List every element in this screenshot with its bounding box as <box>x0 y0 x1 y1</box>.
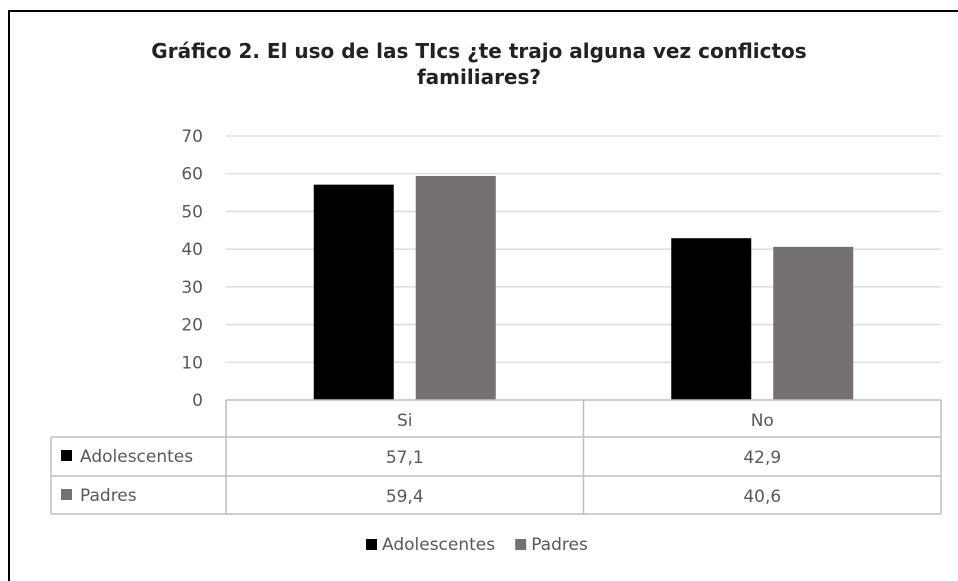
y-axis: 0 10 20 30 40 50 60 70 <box>181 127 203 411</box>
data-value-label: 59,4 <box>386 487 424 507</box>
y-tick-label: 10 <box>181 353 203 373</box>
bar <box>313 184 394 400</box>
series-key-swatch <box>61 450 72 461</box>
legend-swatch <box>366 539 377 550</box>
series-row-label: Adolescentes <box>80 447 193 467</box>
data-value-label: 40,6 <box>743 487 781 507</box>
y-tick-label: 0 <box>192 391 203 411</box>
chart-title-line-2: familiares? <box>416 65 542 89</box>
legend: Adolescentes Padres <box>366 535 588 555</box>
chart-title-line-1: Gráfico 2. El uso de las TIcs ¿te trajo … <box>151 39 807 63</box>
legend-label: Adolescentes <box>382 535 495 555</box>
bar <box>671 238 752 400</box>
y-tick-label: 40 <box>181 240 203 260</box>
bars <box>313 175 854 400</box>
data-value-label: 57,1 <box>386 448 424 468</box>
chart-title: Gráfico 2. El uso de las TIcs ¿te trajo … <box>0 38 958 90</box>
bar <box>773 246 854 400</box>
data-table: Si No Adolescentes 57,1 42,9 Padres 59,4 40,6 <box>50 399 942 515</box>
bar <box>415 175 496 400</box>
y-tick-label: 50 <box>181 202 203 222</box>
category-label: No <box>751 411 774 431</box>
y-tick-label: 70 <box>181 127 203 147</box>
y-tick-label: 30 <box>181 278 203 298</box>
y-tick-label: 20 <box>181 316 203 336</box>
legend-label: Padres <box>531 535 588 555</box>
category-label: Si <box>397 411 413 431</box>
data-value-label: 42,9 <box>743 448 781 468</box>
series-key-swatch <box>61 489 72 500</box>
y-tick-label: 60 <box>181 165 203 185</box>
legend-swatch <box>515 539 527 550</box>
series-row-label: Padres <box>80 486 137 506</box>
